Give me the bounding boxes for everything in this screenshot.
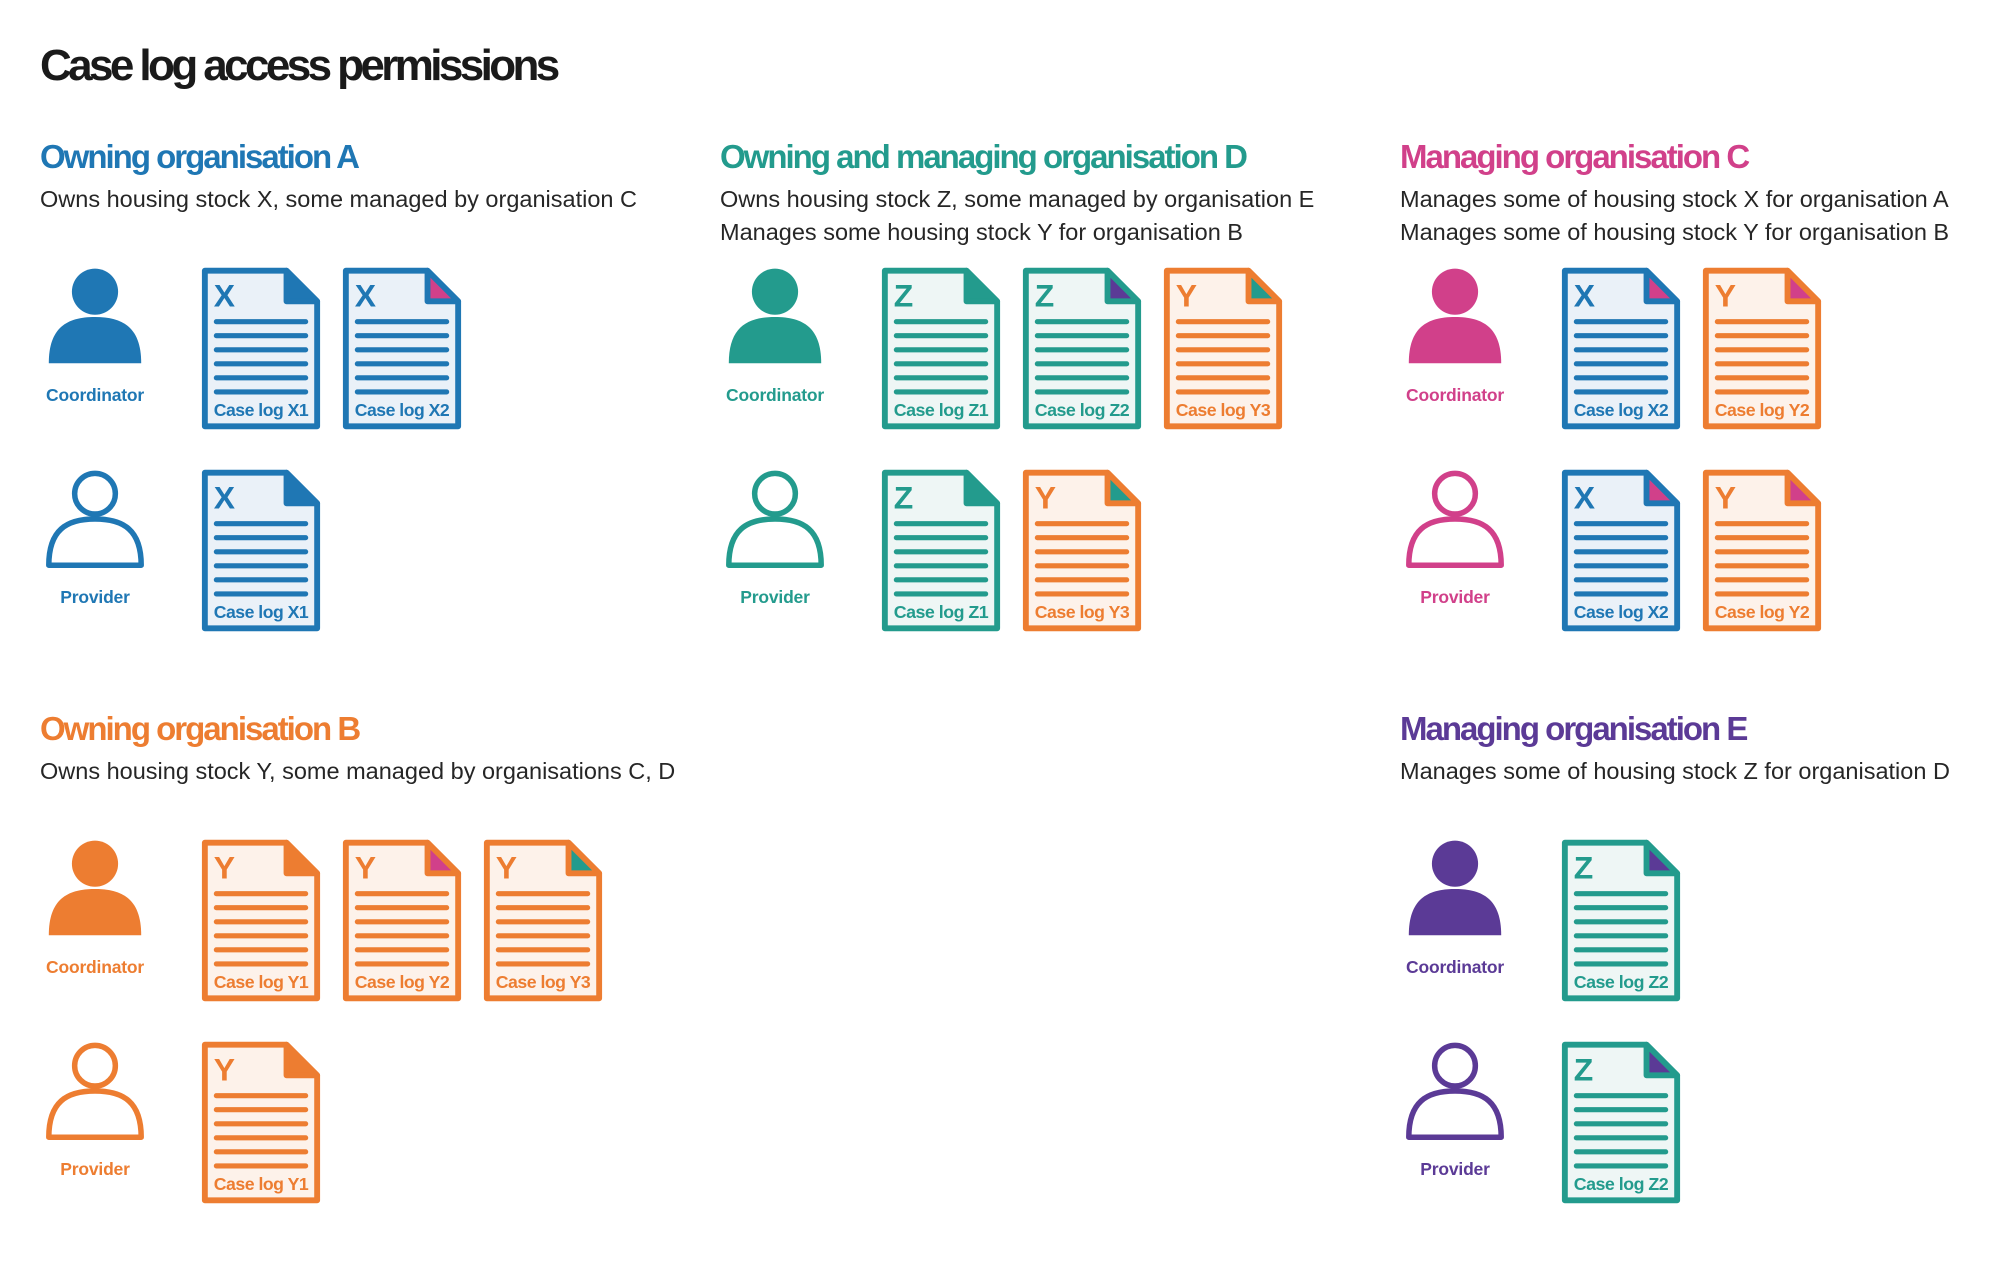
- svg-text:Y: Y: [1715, 277, 1736, 313]
- svg-text:X: X: [214, 277, 235, 313]
- svg-text:Z: Z: [1574, 849, 1593, 885]
- svg-text:Y: Y: [1176, 277, 1197, 313]
- svg-text:Case log Z2: Case log Z2: [1574, 972, 1669, 992]
- svg-text:Case log Y3: Case log Y3: [1176, 400, 1271, 420]
- svg-text:Case log Y3: Case log Y3: [1035, 602, 1130, 622]
- svg-text:X: X: [355, 277, 376, 313]
- svg-text:Case log Y2: Case log Y2: [355, 972, 450, 992]
- svg-text:Case log X2: Case log X2: [355, 400, 450, 420]
- svg-text:Case log Z1: Case log Z1: [894, 602, 989, 622]
- svg-text:Z: Z: [894, 277, 913, 313]
- svg-text:Z: Z: [1574, 1051, 1593, 1087]
- svg-text:Y: Y: [214, 1051, 235, 1087]
- svg-text:Case log Y1: Case log Y1: [214, 1174, 309, 1194]
- svg-text:Case log Y3: Case log Y3: [496, 972, 591, 992]
- svg-text:Case log Z2: Case log Z2: [1035, 400, 1130, 420]
- svg-text:X: X: [1574, 277, 1595, 313]
- svg-text:Z: Z: [1035, 277, 1054, 313]
- svg-text:Case log X1: Case log X1: [214, 400, 309, 420]
- svg-text:Y: Y: [1715, 479, 1736, 515]
- svg-text:Case log X2: Case log X2: [1574, 400, 1669, 420]
- svg-text:Y: Y: [496, 849, 517, 885]
- svg-text:Case log Y1: Case log Y1: [214, 972, 309, 992]
- svg-text:Y: Y: [214, 849, 235, 885]
- svg-text:Y: Y: [355, 849, 376, 885]
- svg-text:X: X: [214, 479, 235, 515]
- svg-text:Case log Y2: Case log Y2: [1715, 602, 1810, 622]
- svg-text:Case log X2: Case log X2: [1574, 602, 1669, 622]
- svg-text:Z: Z: [894, 479, 913, 515]
- svg-text:Case log X1: Case log X1: [214, 602, 309, 622]
- svg-text:Case log Z2: Case log Z2: [1574, 1174, 1669, 1194]
- svg-text:Case log Y2: Case log Y2: [1715, 400, 1810, 420]
- svg-text:Y: Y: [1035, 479, 1056, 515]
- svg-text:X: X: [1574, 479, 1595, 515]
- svg-text:Case log Z1: Case log Z1: [894, 400, 989, 420]
